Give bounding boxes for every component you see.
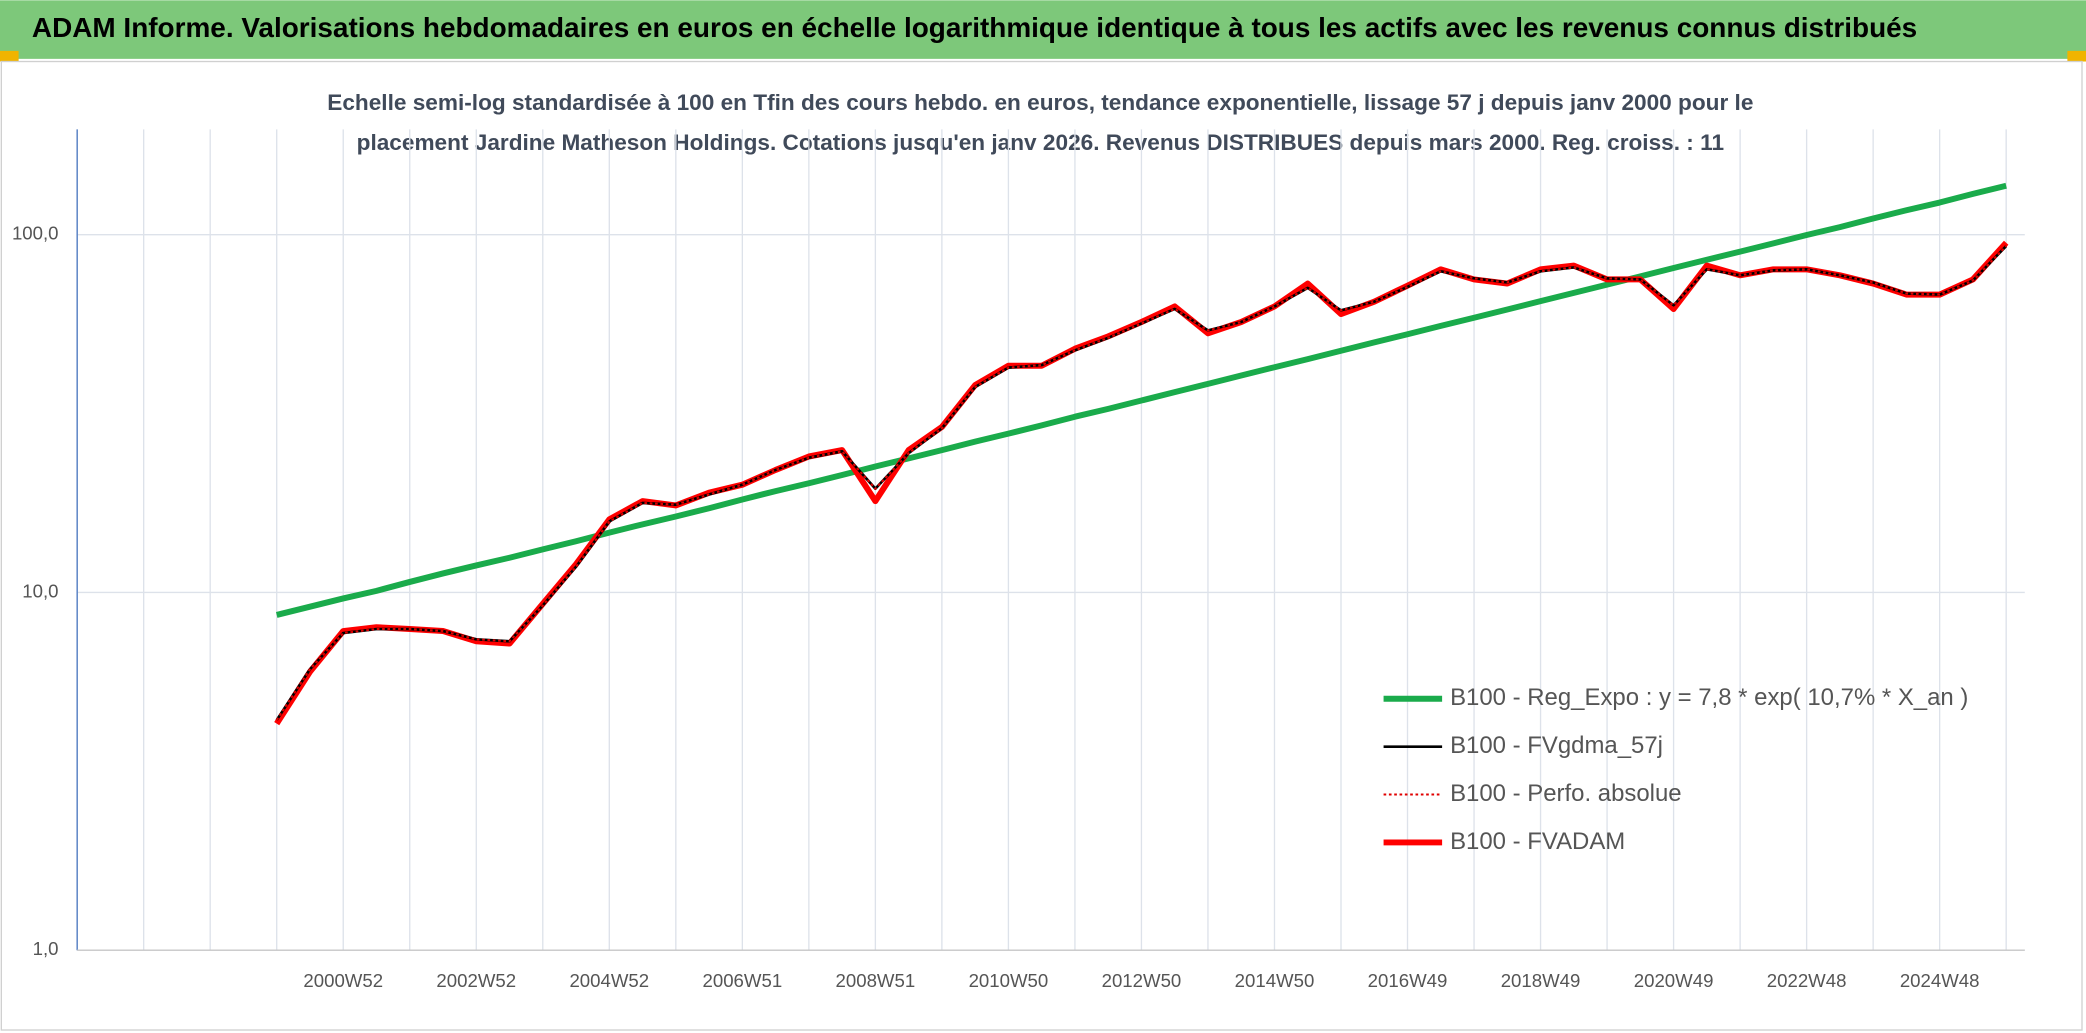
- x-tick-label: 2008W51: [836, 970, 916, 991]
- series-line: [275, 182, 2007, 618]
- x-tick-label: 2022W48: [1767, 970, 1847, 991]
- legend-label: B100 - FVgdma_57j: [1450, 732, 1663, 759]
- banner-title: ADAM Informe. Valorisations hebdomadaire…: [32, 12, 1917, 43]
- x-tick-label: 2012W50: [1102, 970, 1182, 991]
- x-tick-label: 2000W52: [303, 970, 383, 991]
- corner: [0, 50, 19, 62]
- y-tick-label: 1,0: [33, 938, 59, 959]
- x-tick-label: 2006W51: [703, 970, 783, 991]
- x-tick-label: 2016W49: [1368, 970, 1448, 991]
- y-tick-label: 100,0: [12, 223, 59, 244]
- x-tick-label: 2024W48: [1900, 970, 1980, 991]
- chart-subtitle: placement Jardine Matheson Holdings. Cot…: [357, 130, 1724, 155]
- x-tick-label: 2002W52: [436, 970, 516, 991]
- x-tick-label: 2018W49: [1501, 970, 1581, 991]
- legend-label: B100 - Reg_Expo : y = 7,8 * exp( 10,7% *…: [1450, 684, 1968, 711]
- corner: [2067, 50, 2086, 62]
- series-line: [274, 240, 2009, 726]
- series-line: [275, 245, 2007, 721]
- chart-subtitle: Echelle semi-log standardisée à 100 en T…: [327, 90, 1753, 115]
- legend-label: B100 - Perfo. absolue: [1450, 780, 1682, 807]
- x-tick-label: 2014W50: [1235, 970, 1315, 991]
- chart-border: [0, 60, 2083, 1031]
- x-tick-label: 2020W49: [1634, 970, 1714, 991]
- legend-label: B100 - FVADAM: [1450, 828, 1625, 855]
- y-tick-label: 10,0: [22, 580, 58, 601]
- x-tick-label: 2010W50: [969, 970, 1049, 991]
- x-tick-label: 2004W52: [569, 970, 649, 991]
- banner: [0, 0, 2086, 59]
